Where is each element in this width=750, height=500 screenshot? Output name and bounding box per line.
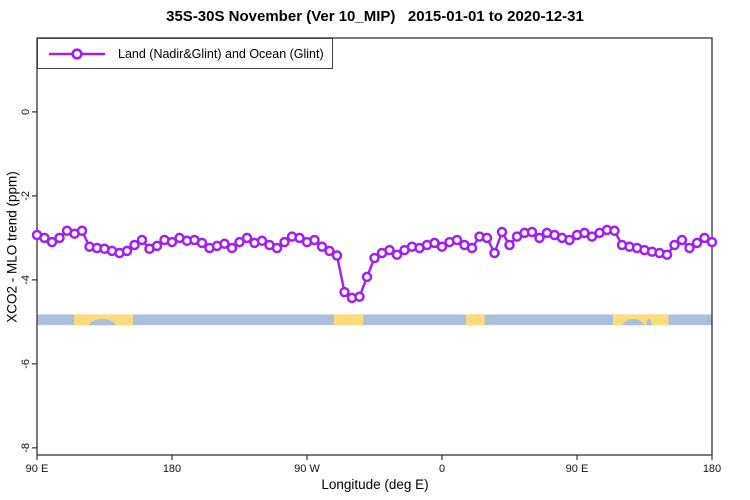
- ocean-inlet-blob: [88, 318, 116, 326]
- x-tick-label: 180: [703, 463, 721, 475]
- data-point: [324, 245, 335, 257]
- data-point: [294, 232, 305, 244]
- data-point: [121, 245, 133, 257]
- data-point: [361, 271, 373, 283]
- ocean-band-segment: [37, 314, 712, 326]
- data-point: [54, 232, 65, 244]
- data-point: [496, 226, 508, 238]
- y-tick-label: -2: [20, 191, 32, 201]
- land-ocean-band: [37, 314, 712, 326]
- y-axis-ticks: 0 -2 -4 -6 -8: [20, 109, 37, 453]
- data-point: [256, 235, 268, 247]
- data-point: [489, 247, 500, 259]
- data-point: [669, 239, 680, 251]
- data-point: [564, 234, 575, 246]
- data-point: [676, 234, 688, 246]
- data-point: [451, 234, 463, 246]
- data-point: [76, 225, 88, 237]
- data-point: [316, 241, 328, 252]
- land-band-segment: [334, 314, 364, 326]
- data-point: [39, 232, 50, 244]
- data-point: [684, 242, 695, 254]
- data-point: [534, 232, 545, 244]
- data-point: [504, 239, 515, 251]
- x-tick-label: 0: [439, 463, 445, 475]
- legend-label: Land (Nadir&Glint) and Ocean (Glint): [118, 46, 324, 61]
- data-point: [309, 234, 320, 246]
- data-point: [699, 232, 710, 244]
- x-tick-label: 90 W: [294, 463, 320, 475]
- legend-marker-icon: [49, 47, 105, 60]
- data-point: [369, 252, 380, 264]
- y-axis-label: XCO2 - MLO trend (ppm): [4, 171, 20, 323]
- x-tick-label: 90 E: [26, 463, 49, 475]
- land-band-segment: [613, 314, 669, 326]
- y-tick-label: -6: [20, 359, 32, 369]
- data-point: [384, 244, 395, 256]
- ocean-inlet-blob: [646, 318, 652, 326]
- chart-title: 35S-30S November (Ver 10_MIP) 2015-01-01…: [166, 8, 584, 25]
- legend-box: Land (Nadir&Glint) and Ocean (Glint): [37, 38, 333, 69]
- data-point: [339, 286, 350, 298]
- data-point: [151, 240, 163, 252]
- data-point: [129, 239, 140, 251]
- data-point: [609, 225, 620, 237]
- data-point: [354, 291, 365, 302]
- data-point: [526, 226, 538, 238]
- data-point: [219, 238, 230, 250]
- data-point: [241, 232, 253, 244]
- data-points: [31, 224, 718, 304]
- data-point: [391, 249, 403, 260]
- data-point: [196, 237, 208, 249]
- data-point: [166, 236, 178, 248]
- x-tick-label: 90 E: [566, 463, 589, 475]
- ocean-inlet-blob: [622, 318, 644, 326]
- y-tick-label: 0: [20, 109, 32, 115]
- data-point: [481, 232, 493, 244]
- data-point: [706, 236, 718, 248]
- x-axis-label: Longitude (deg E): [321, 477, 429, 492]
- y-tick-label: -4: [20, 275, 32, 285]
- data-point: [661, 249, 673, 260]
- land-band-segment: [466, 314, 485, 326]
- data-point: [226, 242, 238, 254]
- x-axis-ticks: 90 E 180 90 W 0 90 E 180: [26, 455, 721, 475]
- data-point: [234, 236, 245, 248]
- data-point: [331, 250, 343, 261]
- x-tick-label: 180: [163, 463, 181, 475]
- data-point: [271, 242, 283, 254]
- y-tick-label: -8: [20, 443, 32, 453]
- data-point: [466, 242, 478, 254]
- data-point: [279, 236, 290, 248]
- data-point: [46, 236, 58, 248]
- data-point: [436, 241, 448, 252]
- data-point: [691, 237, 703, 249]
- data-point: [136, 234, 148, 246]
